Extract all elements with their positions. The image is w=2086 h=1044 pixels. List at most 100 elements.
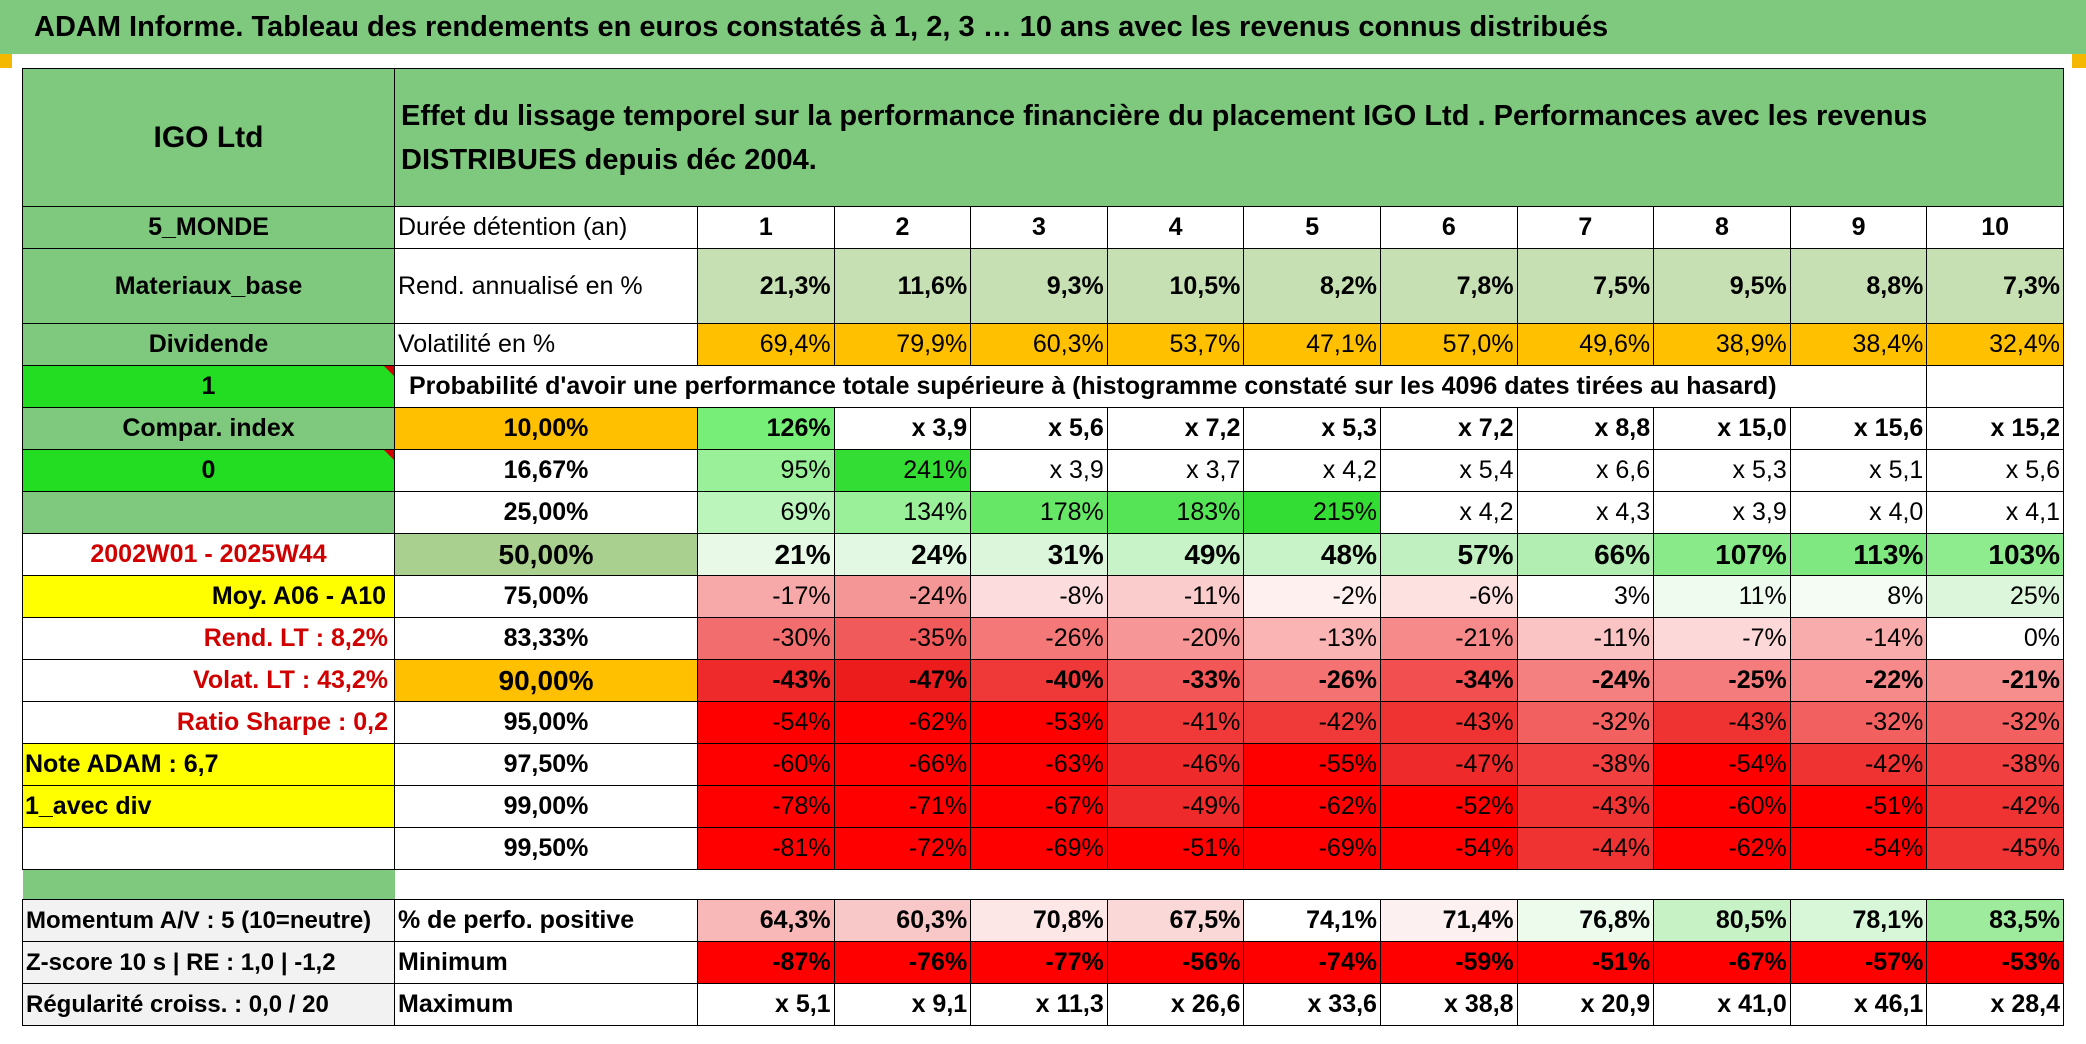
pct-cell: -24%: [1516, 659, 1655, 702]
pct-label: 16,67%: [394, 449, 698, 492]
empty-label-cell: [22, 491, 395, 534]
rend-row: Materiaux_base Rend. annualisé en % 21,3…: [22, 248, 2064, 324]
pct-cell: -42%: [1243, 701, 1381, 744]
minimum-label: Minimum: [394, 941, 698, 984]
pct-cell: 95%: [697, 449, 835, 492]
pct-cell: -51%: [1106, 827, 1245, 870]
duration-cell: 5: [1243, 206, 1381, 249]
zscore-label: Z-score 10 s | RE : 1,0 | -1,2: [22, 941, 395, 984]
pct-cell: 21%: [697, 533, 835, 576]
pct-cell: x 15,6: [1789, 407, 1928, 450]
sharpe-label: Ratio Sharpe : 0,2: [22, 701, 395, 744]
momentum-label: Momentum A/V : 5 (10=neutre): [22, 899, 395, 942]
pct-cell: -46%: [1106, 743, 1245, 786]
positive-cell: 78,1%: [1789, 899, 1928, 942]
pct-cell: -51%: [1789, 785, 1928, 828]
pct-cell: -11%: [1106, 575, 1245, 618]
spacer-row: [22, 869, 2064, 900]
minimum-cell: -53%: [1926, 941, 2064, 984]
pct-cell: x 7,2: [1106, 407, 1245, 450]
compar-label: Compar. index: [22, 407, 395, 450]
pct-row: 1_avec div 99,00% -78% -71% -67% -49% -6…: [22, 785, 2064, 828]
instrument-name: IGO Ltd: [22, 68, 395, 207]
pct-cell: 66%: [1516, 533, 1655, 576]
pct-cell: x 8,8: [1516, 407, 1655, 450]
minimum-cell: -67%: [1653, 941, 1791, 984]
pct-cell: x 5,3: [1653, 449, 1791, 492]
pct-cell: 113%: [1789, 533, 1928, 576]
pct-row: Rend. LT : 8,2% 83,33% -30% -35% -26% -2…: [22, 617, 2064, 660]
flag-one-cell[interactable]: 1: [22, 365, 395, 408]
rend-cell: 10,5%: [1106, 248, 1245, 324]
flag-zero-cell[interactable]: 0: [22, 449, 395, 492]
minimum-cell: -76%: [833, 941, 972, 984]
pct-cell: -32%: [1516, 701, 1655, 744]
pct-cell: -62%: [1243, 785, 1381, 828]
pct-cell: -54%: [697, 701, 835, 744]
pct-cell: x 5,1: [1789, 449, 1928, 492]
pct-cell: -54%: [1653, 743, 1791, 786]
positive-row: Momentum A/V : 5 (10=neutre) % de perfo.…: [22, 899, 2064, 942]
pct-cell: -69%: [1243, 827, 1381, 870]
vol-cell: 47,1%: [1243, 323, 1381, 366]
pct-cell: x 4,0: [1789, 491, 1928, 534]
maximum-label: Maximum: [394, 983, 698, 1026]
vol-cell: 79,9%: [833, 323, 972, 366]
pct-label: 10,00%: [394, 407, 698, 450]
rend-cell: 11,6%: [833, 248, 972, 324]
avec-div-label: 1_avec div: [22, 785, 395, 828]
pct-cell: 241%: [833, 449, 972, 492]
note-adam-label: Note ADAM : 6,7: [22, 743, 395, 786]
vol-row: Dividende Volatilité en % 69,4% 79,9% 60…: [22, 323, 2064, 366]
pct-cell: -38%: [1516, 743, 1655, 786]
pct-cell: -54%: [1379, 827, 1518, 870]
positive-cell: 70,8%: [970, 899, 1108, 942]
positive-cell: 67,5%: [1106, 899, 1245, 942]
proba-title: Probabilité d'avoir une performance tota…: [394, 365, 1791, 408]
pct-cell: -43%: [697, 659, 835, 702]
vol-cell: 57,0%: [1379, 323, 1518, 366]
pct-label: 83,33%: [394, 617, 698, 660]
maximum-cell: x 46,1: [1789, 983, 1928, 1026]
pct-cell: -8%: [970, 575, 1108, 618]
pct-cell: 126%: [697, 407, 835, 450]
pct-cell: -63%: [970, 743, 1108, 786]
pct-cell: -42%: [1789, 743, 1928, 786]
pct-cell: -54%: [1789, 827, 1928, 870]
pct-cell: -60%: [1653, 785, 1791, 828]
pct-label: 25,00%: [394, 491, 698, 534]
regularite-label: Régularité croiss. : 0,0 / 20: [22, 983, 395, 1026]
pct-cell: -53%: [970, 701, 1108, 744]
proba-blank-cell: [1790, 365, 1928, 408]
pct-cell: x 3,9: [970, 449, 1108, 492]
pct-cell: 3%: [1516, 575, 1655, 618]
pct-cell: -81%: [697, 827, 835, 870]
pct-cell: x 15,0: [1653, 407, 1791, 450]
pct-cell: -24%: [833, 575, 972, 618]
pct-cell: x 7,2: [1379, 407, 1518, 450]
pct-cell: 215%: [1243, 491, 1381, 534]
pct-row: 0 16,67% 95% 241% x 3,9 x 3,7 x 4,2 x 5,…: [22, 449, 2064, 492]
pct-row: Volat. LT : 43,2% 90,00% -43% -47% -40% …: [22, 659, 2064, 702]
corner-mark-right: [2072, 54, 2086, 68]
pct-cell: 49%: [1106, 533, 1245, 576]
minimum-cell: -51%: [1516, 941, 1655, 984]
pct-cell: 178%: [970, 491, 1108, 534]
minimum-cell: -77%: [970, 941, 1108, 984]
minimum-cell: -56%: [1106, 941, 1245, 984]
pct-label: 99,50%: [394, 827, 698, 870]
pct-cell: x 6,6: [1516, 449, 1655, 492]
pct-cell: x 5,6: [970, 407, 1108, 450]
rend-lt-label: Rend. LT : 8,2%: [22, 617, 395, 660]
pct-cell: x 4,3: [1516, 491, 1655, 534]
report-title: ADAM Informe. Tableau des rendements en …: [0, 0, 2086, 54]
pct-row: 25,00% 69% 134% 178% 183% 215% x 4,2 x 4…: [22, 491, 2064, 534]
duration-cell: 1: [697, 206, 835, 249]
pct-cell: -78%: [697, 785, 835, 828]
pct-cell: 134%: [833, 491, 972, 534]
duration-row: 5_MONDE Durée détention (an) 1 2 3 4 5 6…: [22, 206, 2064, 249]
minimum-cell: -87%: [697, 941, 835, 984]
pct-cell: -43%: [1653, 701, 1791, 744]
pct-cell: x 4,2: [1379, 491, 1518, 534]
pct-cell: -21%: [1379, 617, 1518, 660]
